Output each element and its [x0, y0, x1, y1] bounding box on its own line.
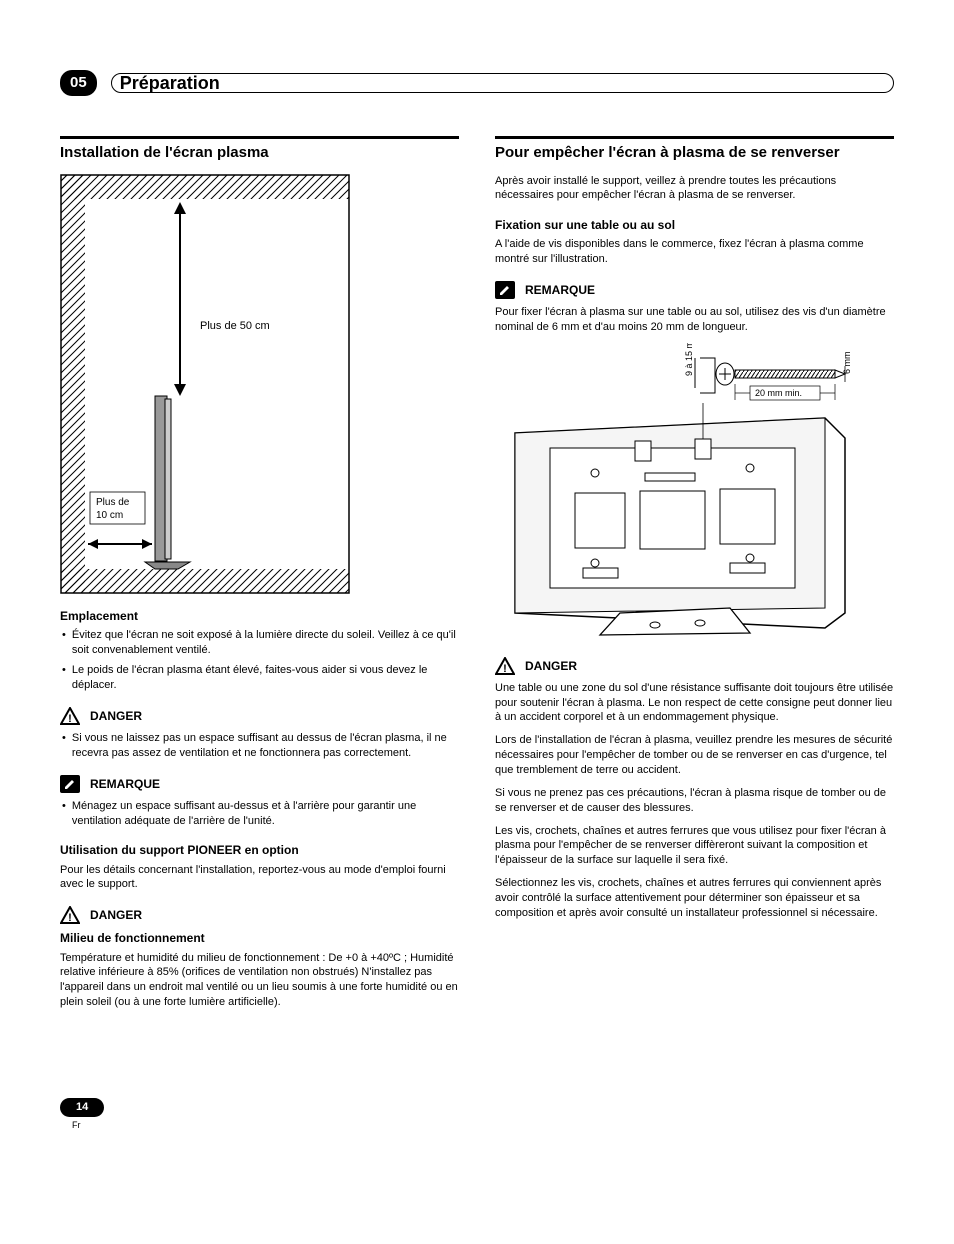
milieu-heading: Milieu de fonctionnement: [60, 930, 459, 946]
svg-text:Plus de: Plus de: [96, 497, 130, 508]
fixation-text: A l'aide de vis disponibles dans le comm…: [495, 237, 894, 267]
svg-text:10 cm: 10 cm: [96, 510, 123, 521]
left-section-title: Installation de l'écran plasma: [60, 136, 459, 163]
warning-icon: !: [60, 906, 80, 924]
danger-callout: ! DANGER: [60, 707, 459, 725]
support-heading: Utilisation du support PIONEER en option: [60, 842, 459, 858]
svg-text:!: !: [68, 912, 72, 924]
note-icon: [495, 281, 515, 299]
note-icon: [60, 775, 80, 793]
svg-text:!: !: [68, 713, 72, 725]
support-text: Pour les détails concernant l'installati…: [60, 863, 459, 893]
danger-label: DANGER: [90, 907, 142, 923]
bullet: •Le poids de l'écran plasma étant élevé,…: [60, 663, 459, 693]
emplacement-heading: Emplacement: [60, 608, 459, 624]
bullet: •Si vous ne laissez pas un espace suffis…: [60, 731, 459, 761]
bullet: •Évitez que l'écran ne soit exposé à la …: [60, 628, 459, 658]
right-column: Pour empêcher l'écran à plasma de se ren…: [495, 136, 894, 1018]
remarque-callout: REMARQUE: [495, 281, 894, 299]
svg-text:9 à 15 mm: 9 à 15 mm: [684, 343, 694, 376]
svg-text:6 mm: 6 mm: [842, 351, 852, 374]
left-column: Installation de l'écran plasma: [60, 136, 459, 1018]
right-section-title: Pour empêcher l'écran à plasma de se ren…: [495, 136, 894, 163]
danger-para: Si vous ne prenez pas ces précautions, l…: [495, 786, 894, 816]
remarque-label: REMARQUE: [525, 282, 595, 298]
chapter-title-frame: Préparation: [111, 73, 894, 93]
danger-para: Une table ou une zone du sol d'une résis…: [495, 681, 894, 726]
warning-icon: !: [495, 657, 515, 675]
remarque-text: Pour fixer l'écran à plasma sur une tabl…: [495, 305, 894, 335]
clearance-diagram: Plus de 50 cm Plus de 10 cm: [60, 174, 459, 594]
page-number: 14: [60, 1098, 104, 1117]
page-footer: 14 Fr: [60, 1098, 894, 1131]
danger-label: DANGER: [525, 658, 577, 674]
remarque-label: REMARQUE: [90, 776, 160, 792]
danger-para: Lors de l'installation de l'écran à plas…: [495, 733, 894, 778]
danger-para: Les vis, crochets, chaînes et autres fer…: [495, 824, 894, 869]
rear-diagram: 9 à 15 mm 6 mm: [495, 343, 894, 643]
svg-text:!: !: [503, 663, 507, 675]
language-code: Fr: [72, 1119, 894, 1131]
danger-para: Sélectionnez les vis, crochets, chaînes …: [495, 876, 894, 921]
bullet: •Ménagez un espace suffisant au-dessus e…: [60, 799, 459, 829]
chapter-number-pill: 05: [60, 70, 97, 96]
right-intro: Après avoir installé le support, veillez…: [495, 174, 894, 204]
danger-callout: ! DANGER: [495, 657, 894, 675]
chapter-title: Préparation: [112, 71, 220, 95]
danger-callout: ! DANGER: [60, 906, 459, 924]
chapter-header: 05 Préparation: [60, 70, 894, 96]
remarque-callout: REMARQUE: [60, 775, 459, 793]
milieu-text: Température et humidité du milieu de fon…: [60, 951, 459, 1010]
fixation-heading: Fixation sur une table ou au sol: [495, 217, 894, 233]
label-top: Plus de 50 cm: [200, 320, 270, 332]
svg-text:20 mm min.: 20 mm min.: [755, 388, 802, 398]
danger-label: DANGER: [90, 708, 142, 724]
warning-icon: !: [60, 707, 80, 725]
